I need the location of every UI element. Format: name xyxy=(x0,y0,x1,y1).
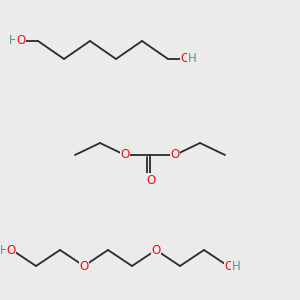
Text: O: O xyxy=(181,52,190,65)
Text: H: H xyxy=(9,34,18,47)
Text: O: O xyxy=(120,148,130,161)
Text: O: O xyxy=(16,34,25,47)
Text: H: H xyxy=(188,52,197,65)
Text: O: O xyxy=(170,148,180,161)
Text: O: O xyxy=(152,244,160,256)
Text: O: O xyxy=(146,173,156,187)
Text: O: O xyxy=(80,260,88,272)
Text: O: O xyxy=(224,260,234,272)
Text: H: H xyxy=(232,260,240,272)
Text: H: H xyxy=(0,244,8,256)
Text: O: O xyxy=(6,244,16,256)
